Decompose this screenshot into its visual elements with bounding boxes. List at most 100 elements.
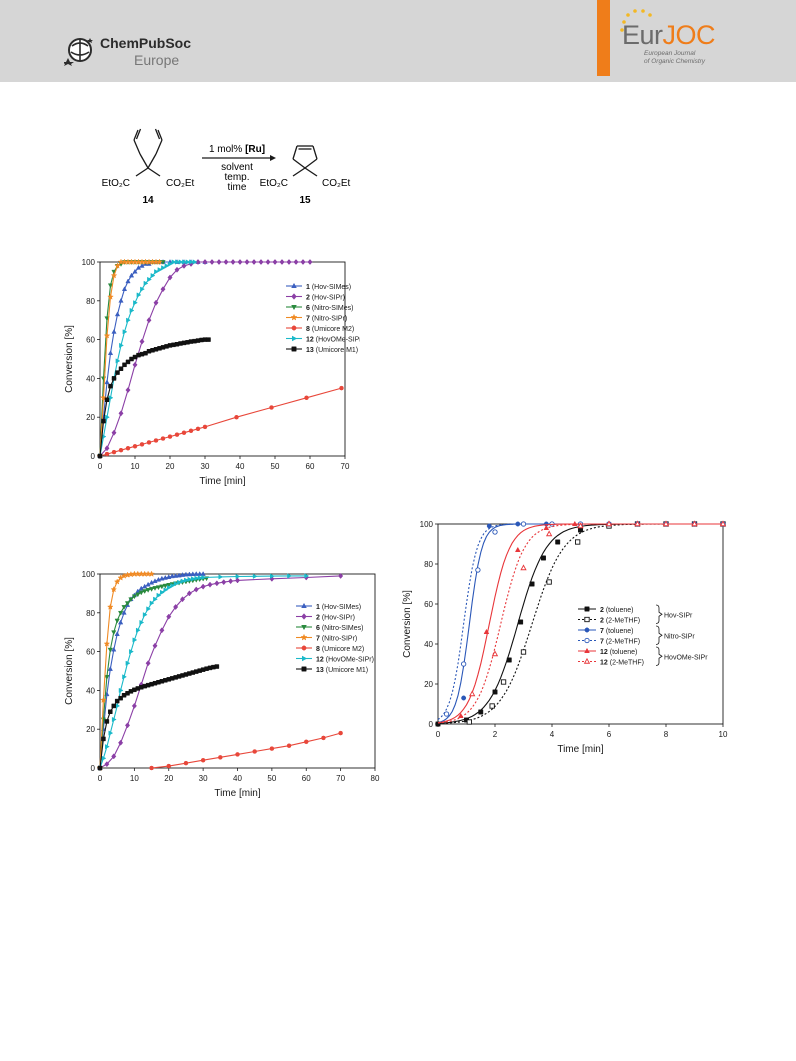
data-point	[265, 259, 271, 265]
data-point	[131, 594, 137, 600]
legend-number: 2	[316, 615, 320, 622]
data-point	[173, 573, 179, 578]
data-point	[100, 394, 107, 401]
data-point	[197, 571, 203, 576]
data-point	[338, 572, 344, 579]
data-point	[132, 444, 138, 449]
chempubsoc-logo: ChemPubSoc Europe	[64, 30, 204, 78]
journal-subtitle-line1: European Journal	[644, 50, 696, 57]
globe-icon	[64, 38, 93, 66]
data-point	[174, 342, 180, 347]
data-point	[122, 674, 127, 680]
data-point	[164, 263, 170, 269]
data-point	[339, 385, 344, 391]
series-12	[98, 259, 198, 459]
data-point	[139, 351, 145, 357]
legend-marker	[291, 293, 297, 300]
data-point	[251, 259, 257, 265]
data-point	[128, 597, 134, 603]
data-point	[200, 667, 206, 672]
data-point	[184, 577, 189, 583]
data-point	[103, 640, 111, 647]
data-point	[125, 660, 131, 666]
y-tick-label: 100	[82, 258, 96, 267]
data-point	[106, 603, 114, 610]
data-point	[176, 674, 182, 679]
y-tick-label: 40	[424, 640, 433, 649]
legend-marker	[584, 637, 590, 644]
data-point	[104, 397, 110, 402]
data-point	[129, 356, 134, 362]
data-point	[119, 342, 124, 349]
data-point	[150, 348, 155, 353]
data-point	[500, 679, 507, 685]
data-point	[662, 520, 670, 527]
data-point	[114, 698, 120, 704]
data-point	[152, 586, 158, 591]
data-point	[156, 258, 163, 265]
data-point	[149, 765, 154, 771]
data-point	[152, 642, 158, 649]
kinetics-chart-2: 0 10 20 30 40 50 60 70 80 0 20 40 60 80 100 Time [min] C…	[64, 570, 380, 799]
data-point	[179, 572, 186, 577]
legend-entry: 1 (Hov-SIMes)	[316, 604, 361, 611]
series-1	[97, 571, 206, 770]
data-point	[108, 730, 114, 736]
data-point	[111, 449, 117, 455]
data-point	[252, 749, 257, 754]
data-point	[107, 283, 114, 289]
stars-icon	[620, 9, 652, 32]
x-axis-label: Time [min]	[199, 476, 246, 487]
legend-name: (Umicore M1)	[314, 347, 358, 354]
x-tick-label: 10	[130, 774, 139, 783]
legend-entry: 7 (Nitro-SIPr)	[306, 316, 347, 323]
catalyst-label: [Ru]	[245, 144, 265, 155]
data-point	[173, 581, 179, 587]
data-point	[491, 650, 499, 657]
data-point	[125, 691, 130, 696]
data-point	[138, 590, 144, 596]
data-point	[214, 664, 220, 669]
data-point	[110, 586, 118, 593]
condition-time: time	[228, 182, 247, 193]
legend-entry: 6 (Nitro-SIMes)	[306, 305, 353, 312]
data-point	[146, 440, 152, 445]
data-point	[107, 666, 113, 671]
data-point	[149, 600, 155, 606]
data-point	[286, 259, 292, 265]
publisher-region: Europe	[134, 52, 180, 68]
data-point	[118, 447, 124, 453]
data-point	[200, 757, 206, 763]
legend-name: (Nitro-SIPr)	[310, 316, 347, 323]
legend-name: (toluene)	[604, 607, 634, 614]
data-point	[338, 730, 343, 736]
legend-number: 2	[600, 618, 604, 625]
data-point	[118, 695, 123, 701]
legend-marker	[291, 282, 297, 289]
data-point	[304, 573, 310, 579]
series-8	[149, 730, 343, 771]
data-point	[192, 259, 198, 265]
x-tick-label: 60	[306, 462, 315, 471]
data-point	[193, 586, 199, 593]
y-tick-label: 0	[91, 452, 96, 461]
data-point	[140, 286, 145, 292]
data-point	[577, 522, 584, 529]
y-tick-label: 20	[86, 725, 95, 734]
data-point	[131, 702, 137, 709]
data-point	[186, 590, 192, 597]
legend-number: 1	[316, 604, 320, 611]
data-point	[132, 637, 138, 643]
data-point	[103, 332, 111, 339]
series-1	[97, 259, 208, 458]
data-point	[541, 555, 546, 561]
data-point	[181, 340, 187, 346]
eurjoc-logo: EurJOC European Journal of Organic Chemi…	[620, 9, 762, 72]
data-point	[159, 584, 165, 590]
data-point	[304, 739, 309, 745]
data-point	[514, 546, 521, 553]
data-point	[486, 523, 492, 529]
legend-marker	[290, 313, 298, 321]
data-point	[160, 589, 165, 596]
data-point	[555, 539, 561, 545]
